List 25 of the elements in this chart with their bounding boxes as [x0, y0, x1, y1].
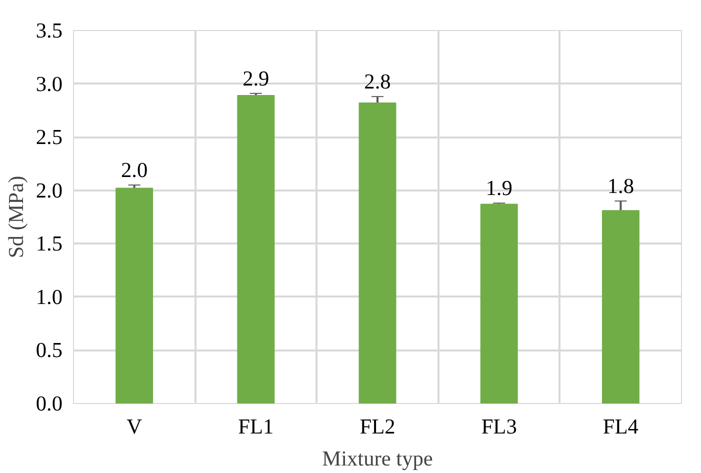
data-label: 1.8 — [607, 174, 634, 198]
x-tick-label: FL3 — [481, 414, 517, 438]
y-tick-label: 2.0 — [36, 178, 63, 202]
y-tick-label: 1.5 — [36, 232, 63, 256]
bar — [237, 95, 275, 404]
y-tick-label: 0.0 — [36, 392, 63, 416]
bar — [480, 204, 518, 404]
y-tick-label: 3.5 — [36, 18, 63, 42]
bar — [116, 188, 154, 404]
x-axis-title: Mixture type — [322, 446, 433, 470]
y-axis-title: Sd (MPa) — [4, 176, 28, 258]
y-tick-label: 1.0 — [36, 284, 63, 309]
data-label: 1.9 — [486, 176, 512, 200]
x-tick-label: FL4 — [602, 414, 639, 438]
x-tick-label: FL2 — [360, 414, 396, 438]
data-label: 2.0 — [120, 158, 148, 182]
data-label: 2.8 — [364, 70, 391, 94]
bar — [602, 210, 640, 404]
x-tick-label: V — [126, 414, 143, 438]
y-tick-label: 3.0 — [36, 72, 63, 96]
data-label: 2.9 — [242, 66, 270, 90]
x-tick-label: FL1 — [238, 414, 274, 438]
y-tick-label: 0.5 — [36, 338, 63, 362]
bar — [358, 102, 396, 404]
y-tick-label: 2.5 — [36, 125, 63, 150]
